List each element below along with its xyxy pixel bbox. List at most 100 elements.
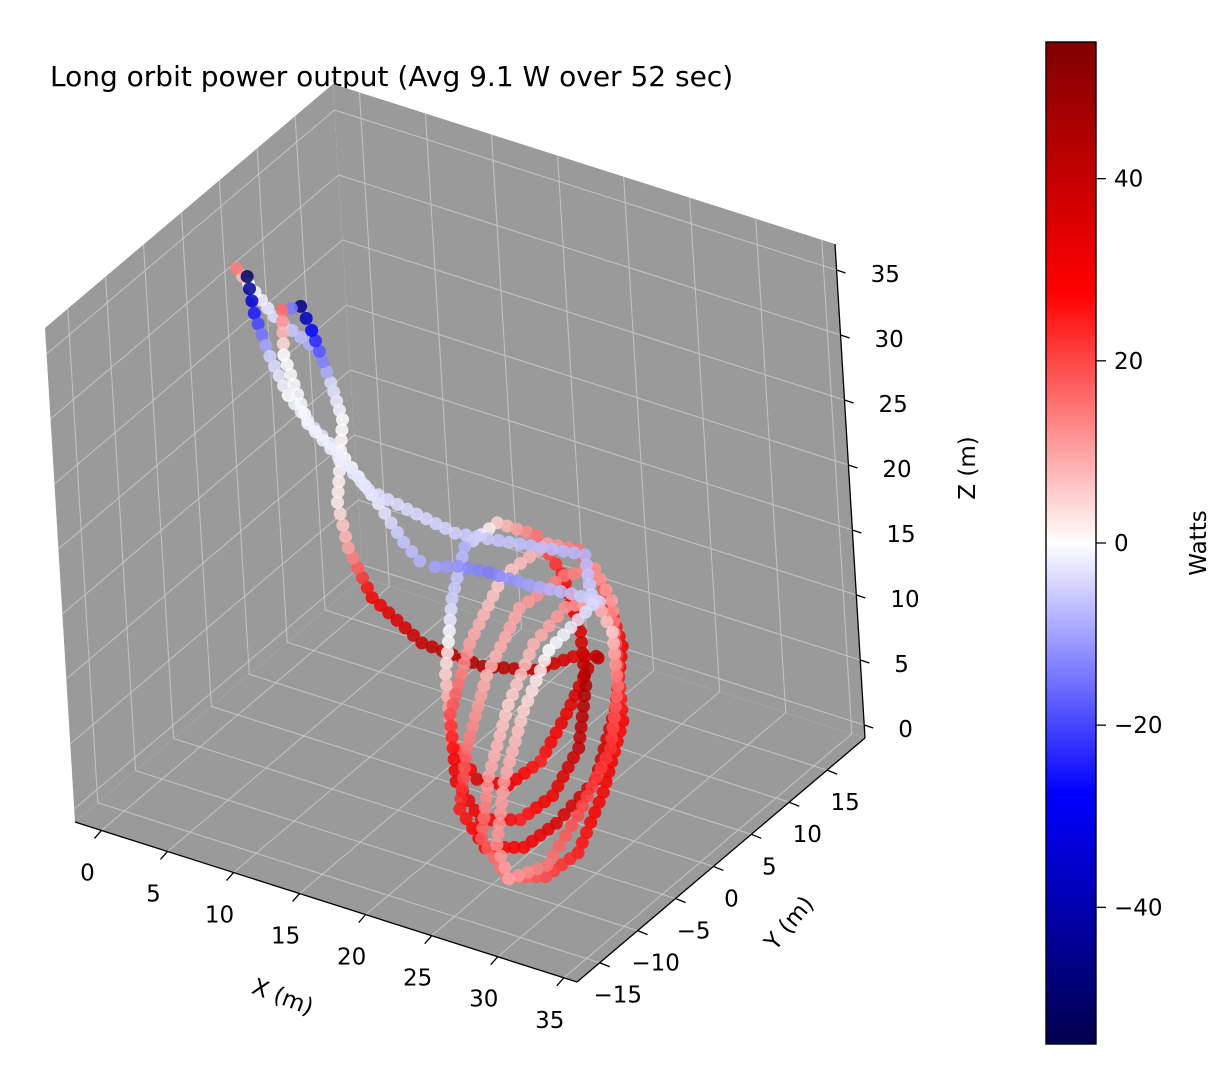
data-point xyxy=(610,689,624,703)
data-point xyxy=(384,516,398,530)
grid-line-y-wall xyxy=(67,308,99,803)
y-tick-mark xyxy=(675,897,686,904)
data-point xyxy=(546,849,560,862)
data-point xyxy=(287,377,301,391)
data-point xyxy=(445,592,459,606)
data-point xyxy=(542,619,556,633)
data-point xyxy=(455,781,469,795)
data-point xyxy=(522,550,536,564)
data-point xyxy=(585,780,599,794)
data-point xyxy=(496,786,510,800)
data-point xyxy=(549,557,563,571)
data-point xyxy=(440,560,454,574)
data-point xyxy=(495,796,509,810)
data-point xyxy=(508,734,522,748)
data-point xyxy=(521,694,535,708)
data-point xyxy=(522,648,536,661)
data-point xyxy=(381,493,395,507)
axis-lines xyxy=(74,243,866,983)
data-point xyxy=(460,740,474,754)
data-point xyxy=(577,699,590,713)
grid-lines xyxy=(46,92,865,979)
data-point xyxy=(456,771,470,785)
x-tick-mark xyxy=(226,872,235,881)
z-tick-mark xyxy=(844,399,854,404)
data-point xyxy=(609,658,623,671)
data-point xyxy=(440,656,453,670)
data-point xyxy=(561,760,575,774)
data-point xyxy=(272,369,286,383)
chart-title: Long orbit power output (Avg 9.1 W over … xyxy=(50,60,733,93)
data-point xyxy=(276,326,290,340)
data-point xyxy=(512,601,526,615)
grid-line-y-wall xyxy=(294,116,326,611)
x-tick-mark xyxy=(93,829,102,839)
colorbar-tick-label: 40 xyxy=(1114,167,1143,193)
data-point xyxy=(539,870,553,884)
data-point xyxy=(263,349,277,363)
data-point xyxy=(592,795,606,809)
data-point xyxy=(558,600,572,614)
data-point xyxy=(439,521,452,535)
data-point xyxy=(316,355,330,369)
data-point xyxy=(482,566,496,579)
data-point xyxy=(299,311,313,325)
data-point xyxy=(400,502,414,516)
y-axis-label: Y (m) xyxy=(759,892,819,957)
x-tick-mark xyxy=(490,956,499,966)
data-point xyxy=(608,700,622,714)
data-point xyxy=(554,716,568,730)
data-point xyxy=(374,598,387,612)
grid-line-z-back xyxy=(334,109,837,271)
data-point xyxy=(453,802,467,816)
data-point xyxy=(454,792,468,806)
data-point xyxy=(503,755,517,769)
data-point xyxy=(468,709,482,723)
data-point xyxy=(277,379,291,393)
data-point xyxy=(365,591,379,605)
data-point xyxy=(567,566,581,580)
data-point xyxy=(554,585,568,598)
colorbar-tick-label: 0 xyxy=(1114,531,1129,557)
data-point xyxy=(578,668,592,682)
data-point xyxy=(525,684,539,698)
data-point xyxy=(277,348,291,362)
data-point xyxy=(446,741,460,755)
x-axis-label: X (m) xyxy=(248,974,317,1021)
data-point xyxy=(356,571,370,585)
data-point xyxy=(324,442,338,455)
data-point xyxy=(579,679,593,692)
data-point xyxy=(472,564,486,577)
data-point xyxy=(551,779,565,793)
data-point xyxy=(446,698,460,712)
data-point xyxy=(391,497,404,511)
data-point xyxy=(230,261,244,275)
z-tick-mark xyxy=(836,269,846,274)
data-point xyxy=(259,339,273,353)
data-point xyxy=(449,688,463,701)
data-point xyxy=(574,720,588,734)
data-point xyxy=(535,541,549,555)
data-point xyxy=(444,603,458,616)
data-point xyxy=(280,358,294,372)
data-point xyxy=(309,425,322,439)
data-point xyxy=(397,535,411,549)
y-tick-label: 10 xyxy=(793,822,822,848)
data-point xyxy=(577,657,591,671)
data-point xyxy=(494,849,508,863)
data-point xyxy=(335,423,349,437)
back-wall-pane xyxy=(333,84,865,738)
data-point xyxy=(398,621,412,635)
data-point xyxy=(567,546,581,560)
grid-line-z-wall xyxy=(46,109,335,355)
grid-line-z-wall xyxy=(65,434,355,680)
data-point xyxy=(320,365,334,379)
grid-line-y-wall xyxy=(105,276,137,771)
data-point xyxy=(543,582,557,596)
y-tick-label: 15 xyxy=(830,790,859,816)
data-point xyxy=(490,838,504,852)
grid-line-x-floor xyxy=(233,628,522,873)
y-tick-label: −15 xyxy=(593,983,642,1009)
data-point xyxy=(240,270,254,283)
x-tick-label: 30 xyxy=(469,987,498,1013)
